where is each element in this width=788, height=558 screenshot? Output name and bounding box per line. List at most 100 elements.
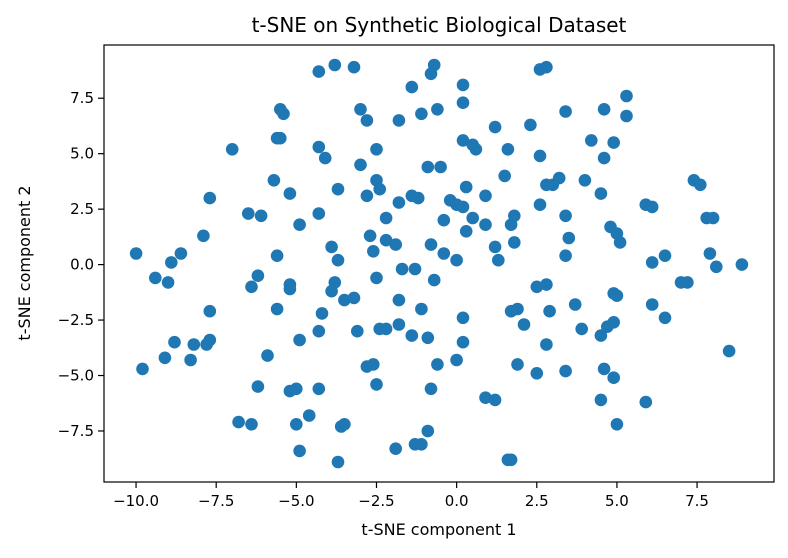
data-point <box>469 143 483 156</box>
data-point <box>434 160 447 174</box>
data-point <box>411 191 425 205</box>
data-point <box>277 107 290 121</box>
data-point <box>405 80 419 94</box>
data-point <box>508 209 521 223</box>
data-point <box>578 174 592 187</box>
data-point <box>540 338 553 351</box>
data-point <box>312 382 326 396</box>
points-layer <box>129 58 749 469</box>
data-point <box>331 455 345 469</box>
data-point <box>530 367 544 380</box>
data-point <box>501 143 515 156</box>
data-point <box>488 240 502 254</box>
data-point <box>456 335 470 349</box>
data-point <box>645 256 659 269</box>
data-point <box>508 236 521 249</box>
data-point <box>379 233 393 247</box>
data-point <box>703 247 717 260</box>
data-point <box>354 158 367 172</box>
data-point <box>184 353 197 367</box>
data-point <box>197 229 210 243</box>
data-point <box>261 349 274 362</box>
x-tick-label: −5.0 <box>278 492 314 510</box>
data-point <box>722 344 736 358</box>
data-point <box>613 236 627 249</box>
data-point <box>129 247 143 260</box>
data-point <box>620 109 633 123</box>
data-point <box>328 58 342 72</box>
data-point <box>597 103 611 116</box>
data-point <box>392 196 406 209</box>
data-point <box>245 418 258 431</box>
data-point <box>270 302 284 316</box>
data-point <box>594 187 608 200</box>
data-point <box>504 304 518 318</box>
data-point <box>559 364 572 378</box>
data-point <box>479 218 492 231</box>
x-tick-label: 0.0 <box>445 492 469 510</box>
data-point <box>607 371 620 385</box>
data-point <box>158 351 172 365</box>
data-point <box>459 180 473 194</box>
data-point <box>466 211 480 225</box>
data-point <box>533 198 547 211</box>
data-point <box>540 278 553 291</box>
data-point <box>607 316 620 329</box>
data-point <box>367 358 380 371</box>
data-point <box>331 182 345 196</box>
data-point <box>174 247 188 260</box>
data-point <box>594 393 608 407</box>
data-point <box>293 333 306 347</box>
data-point <box>312 324 326 338</box>
data-point <box>533 149 547 163</box>
data-point <box>315 307 329 320</box>
data-point <box>325 240 338 254</box>
data-point <box>450 253 463 267</box>
data-point <box>347 291 361 305</box>
data-point <box>302 409 316 422</box>
data-point <box>706 211 720 225</box>
data-point <box>585 134 598 147</box>
data-point <box>610 289 624 303</box>
x-axis-label: t-SNE component 1 <box>361 520 516 539</box>
data-point <box>415 438 428 451</box>
data-point <box>681 276 694 289</box>
data-point <box>251 269 265 283</box>
data-point <box>421 331 435 345</box>
data-point <box>274 131 287 145</box>
x-tick-label: −2.5 <box>358 492 394 510</box>
data-point <box>354 103 367 116</box>
data-point <box>597 151 611 165</box>
data-point <box>370 271 383 285</box>
x-tick-label: 5.0 <box>605 492 629 510</box>
data-point <box>312 140 326 154</box>
data-point <box>165 256 178 269</box>
data-point <box>338 293 351 307</box>
data-point <box>597 362 611 376</box>
data-point <box>552 171 566 185</box>
data-point <box>658 249 672 262</box>
data-point <box>492 253 505 267</box>
data-point <box>575 322 588 336</box>
data-point <box>456 78 470 92</box>
data-point <box>427 58 441 72</box>
data-point <box>187 338 201 351</box>
data-point <box>415 302 428 316</box>
y-tick-label: 7.5 <box>70 89 94 107</box>
data-point <box>479 189 492 203</box>
data-point <box>511 358 524 371</box>
y-tick-label: −2.5 <box>58 311 94 329</box>
data-point <box>456 311 470 325</box>
data-point <box>488 120 502 134</box>
data-point <box>479 391 492 405</box>
data-point <box>562 231 576 245</box>
data-point <box>437 247 451 260</box>
data-point <box>389 238 403 251</box>
data-point <box>459 225 473 238</box>
data-point <box>267 174 281 187</box>
data-point <box>415 107 428 121</box>
y-tick-label: 0.0 <box>70 256 94 274</box>
data-point <box>424 382 438 396</box>
data-point <box>504 453 518 467</box>
data-point <box>408 262 422 276</box>
